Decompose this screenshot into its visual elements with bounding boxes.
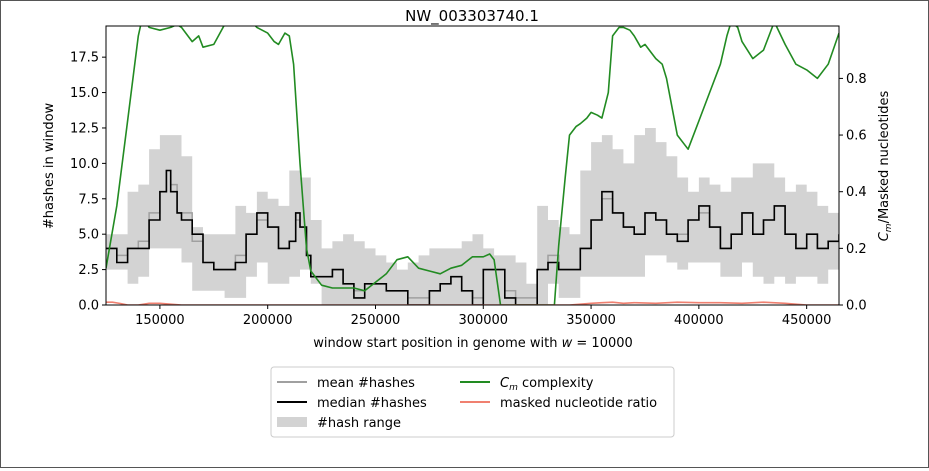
x-axis-label: window start position in genome with w =… [313,336,633,351]
y-tick-label: 17.5 [70,51,99,66]
plot-frame [105,25,840,306]
legend-swatch-range [277,417,307,427]
series-median-hashes [106,169,839,305]
plot-area [106,26,839,305]
x-axis: 150000 200000 250000 300000 350000 400000 4500… [135,305,831,328]
x-tick-label: 250000 [351,313,401,328]
x-tick-label: 150000 [135,313,185,328]
y2-axis-label: Cm/Masked nucleotides [877,90,894,241]
y2-tick-label: 0.6 [846,129,867,144]
y-tick-label: 5.0 [78,228,99,243]
legend-label-complexity: Cm complexity [500,376,594,393]
x-tick-label: 450000 [782,313,832,328]
y-tick-label: 7.5 [78,192,99,207]
y-axis-right: 0.0 0.2 0.4 0.6 0.8 [839,72,867,314]
y-axis-left: 0.0 2.5 5.0 7.5 10.0 12.5 15.0 17.5 [70,51,106,314]
legend-label-mean: mean #hashes [317,376,415,391]
x-tick-label: 350000 [566,313,616,328]
legend-label-range: #hash range [317,416,401,431]
y2-tick-label: 0.8 [846,72,867,87]
series-cm-complexity [106,26,839,305]
chart-title: NW_003303740.1 [405,7,539,26]
y-tick-label: 15.0 [70,86,99,101]
y-axis-label: #hashes in window [42,102,57,229]
y-tick-label: 12.5 [70,121,99,136]
y2-tick-label: 0.4 [846,185,867,200]
y-tick-label: 0.0 [78,299,99,314]
series-hash-range [106,128,839,305]
legend-label-masked: masked nucleotide ratio [500,396,657,411]
x-tick-label: 300000 [458,313,508,328]
legend: mean #hashes median #hashes #hash range … [270,366,675,438]
y-tick-label: 2.5 [78,263,99,278]
legend-label-median: median #hashes [317,396,427,411]
y-tick-label: 10.0 [70,157,99,172]
series-masked-ratio [106,301,839,305]
x-tick-label: 200000 [243,313,293,328]
x-tick-label: 400000 [674,313,724,328]
y2-tick-label: 0.0 [846,299,867,314]
y2-tick-label: 0.2 [846,242,867,257]
